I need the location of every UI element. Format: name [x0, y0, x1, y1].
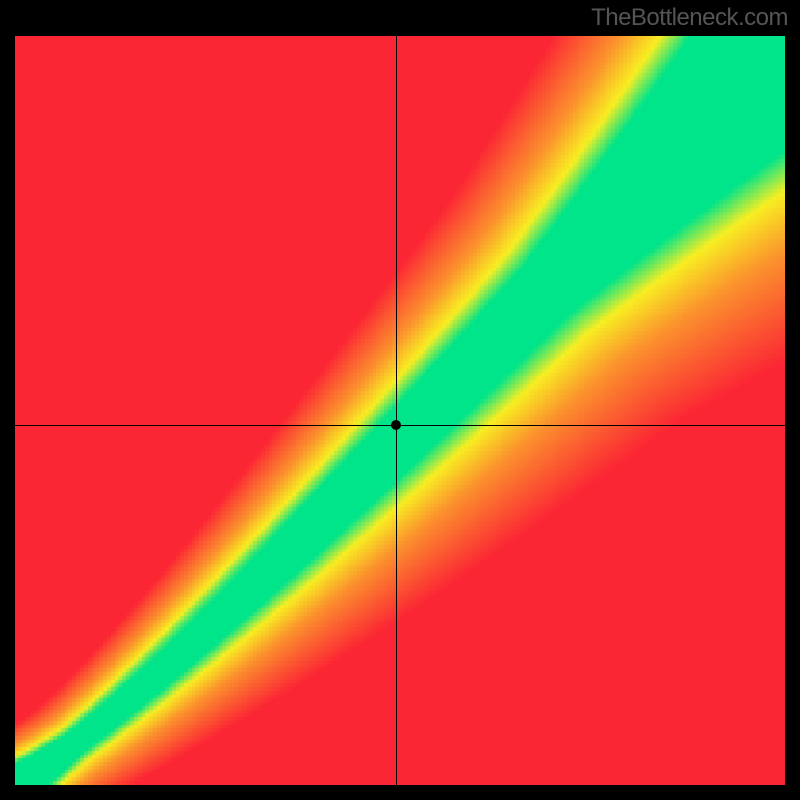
plot-frame — [15, 36, 785, 785]
chart-container: TheBottleneck.com — [0, 0, 800, 800]
crosshair-vertical — [396, 36, 397, 785]
bottleneck-heatmap — [15, 36, 785, 785]
selected-point-marker — [391, 420, 401, 430]
watermark-text: TheBottleneck.com — [591, 4, 788, 32]
